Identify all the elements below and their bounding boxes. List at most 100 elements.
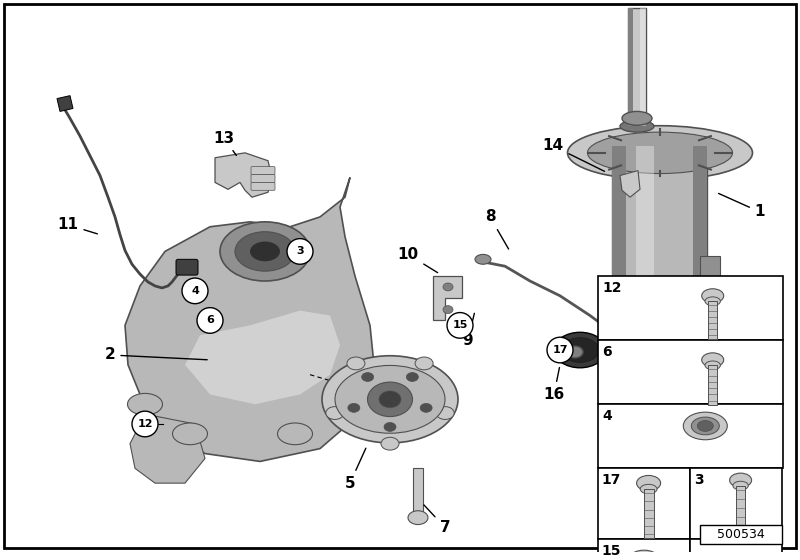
Polygon shape xyxy=(620,171,640,197)
Circle shape xyxy=(287,239,313,264)
Polygon shape xyxy=(185,311,340,404)
Text: 5: 5 xyxy=(345,448,366,491)
Ellipse shape xyxy=(443,283,453,291)
Ellipse shape xyxy=(278,423,313,445)
Ellipse shape xyxy=(322,394,358,415)
Text: 4: 4 xyxy=(191,286,199,296)
Text: 17: 17 xyxy=(552,345,568,355)
Ellipse shape xyxy=(637,475,661,491)
Polygon shape xyxy=(125,178,375,461)
Ellipse shape xyxy=(379,391,401,408)
FancyBboxPatch shape xyxy=(251,183,275,190)
FancyBboxPatch shape xyxy=(612,146,626,343)
FancyBboxPatch shape xyxy=(693,146,707,343)
FancyBboxPatch shape xyxy=(708,365,718,405)
FancyBboxPatch shape xyxy=(690,539,782,560)
Ellipse shape xyxy=(408,511,428,525)
Ellipse shape xyxy=(406,372,418,381)
Ellipse shape xyxy=(620,120,654,132)
Ellipse shape xyxy=(561,338,599,362)
FancyBboxPatch shape xyxy=(639,559,649,560)
FancyBboxPatch shape xyxy=(176,259,198,275)
Text: 9: 9 xyxy=(462,313,474,348)
FancyBboxPatch shape xyxy=(618,306,701,449)
Ellipse shape xyxy=(640,484,657,494)
FancyBboxPatch shape xyxy=(689,306,701,449)
Ellipse shape xyxy=(381,437,399,450)
Text: 14: 14 xyxy=(542,138,605,171)
Ellipse shape xyxy=(567,125,753,180)
FancyBboxPatch shape xyxy=(640,8,646,126)
Text: 8: 8 xyxy=(485,209,509,249)
Text: 13: 13 xyxy=(214,130,236,156)
Ellipse shape xyxy=(384,422,396,431)
Ellipse shape xyxy=(587,132,733,174)
Ellipse shape xyxy=(698,421,714,431)
Text: 10: 10 xyxy=(398,247,438,273)
FancyBboxPatch shape xyxy=(609,340,631,380)
Circle shape xyxy=(132,411,158,437)
FancyBboxPatch shape xyxy=(598,468,690,539)
Ellipse shape xyxy=(335,366,445,433)
Ellipse shape xyxy=(567,346,583,358)
Circle shape xyxy=(197,307,223,333)
FancyBboxPatch shape xyxy=(700,525,782,544)
Ellipse shape xyxy=(705,297,721,306)
Polygon shape xyxy=(433,276,462,320)
Ellipse shape xyxy=(629,550,659,560)
Ellipse shape xyxy=(730,473,752,487)
FancyBboxPatch shape xyxy=(612,286,707,306)
Polygon shape xyxy=(215,153,272,197)
Text: 11: 11 xyxy=(58,217,98,234)
Ellipse shape xyxy=(683,412,727,440)
Text: 12: 12 xyxy=(138,419,153,429)
Ellipse shape xyxy=(322,356,458,443)
FancyBboxPatch shape xyxy=(598,404,783,468)
FancyBboxPatch shape xyxy=(598,276,783,340)
Ellipse shape xyxy=(733,481,748,490)
Circle shape xyxy=(547,337,573,363)
FancyBboxPatch shape xyxy=(251,167,275,175)
Ellipse shape xyxy=(415,357,433,370)
Ellipse shape xyxy=(475,254,491,264)
Ellipse shape xyxy=(326,407,344,419)
Ellipse shape xyxy=(348,403,360,412)
Polygon shape xyxy=(57,96,73,111)
Ellipse shape xyxy=(362,372,374,381)
Ellipse shape xyxy=(127,394,162,415)
Ellipse shape xyxy=(622,111,652,125)
Ellipse shape xyxy=(702,289,724,303)
Ellipse shape xyxy=(443,306,453,314)
Text: 6: 6 xyxy=(602,345,612,359)
FancyBboxPatch shape xyxy=(700,256,720,286)
FancyBboxPatch shape xyxy=(628,8,633,126)
Circle shape xyxy=(182,278,208,304)
FancyBboxPatch shape xyxy=(690,468,782,539)
Text: 7: 7 xyxy=(424,505,450,535)
Ellipse shape xyxy=(554,332,606,368)
Ellipse shape xyxy=(367,382,413,417)
Text: 6: 6 xyxy=(206,315,214,325)
FancyBboxPatch shape xyxy=(636,146,654,343)
Ellipse shape xyxy=(235,232,295,271)
Ellipse shape xyxy=(705,361,721,370)
FancyBboxPatch shape xyxy=(628,8,646,126)
Ellipse shape xyxy=(220,222,310,281)
Ellipse shape xyxy=(436,407,454,419)
FancyBboxPatch shape xyxy=(598,340,783,404)
Text: 12: 12 xyxy=(602,281,622,295)
Text: 3: 3 xyxy=(694,473,704,487)
Text: 4: 4 xyxy=(602,409,612,423)
Ellipse shape xyxy=(250,241,280,262)
FancyBboxPatch shape xyxy=(708,301,718,339)
Ellipse shape xyxy=(173,423,207,445)
FancyBboxPatch shape xyxy=(643,489,654,538)
Text: 1: 1 xyxy=(718,193,766,220)
Text: 3: 3 xyxy=(296,246,304,256)
Ellipse shape xyxy=(702,353,724,367)
Text: 15: 15 xyxy=(452,320,468,330)
Text: 17: 17 xyxy=(601,473,620,487)
FancyBboxPatch shape xyxy=(251,175,275,183)
FancyBboxPatch shape xyxy=(598,539,690,560)
Polygon shape xyxy=(130,414,205,483)
